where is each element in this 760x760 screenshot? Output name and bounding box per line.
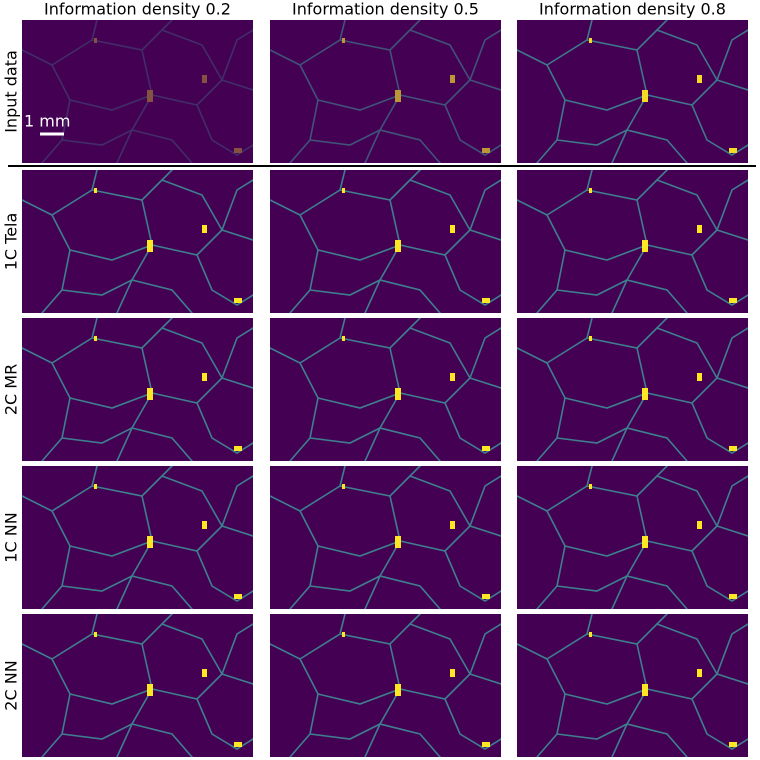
row-label: 2C MR <box>2 364 21 415</box>
panel-background <box>22 20 253 163</box>
panel-background <box>22 318 253 461</box>
panel-background <box>22 170 253 313</box>
panel-background <box>270 466 501 609</box>
row-label: Input data <box>2 50 21 133</box>
panel-background <box>22 466 253 609</box>
column-title: Information density 0.2 <box>44 0 231 19</box>
image-panel <box>270 614 501 757</box>
panel-background <box>270 318 501 461</box>
row-label: 1C NN <box>2 512 21 562</box>
image-panel <box>517 318 748 461</box>
panel-background <box>517 170 748 313</box>
panel-background <box>270 20 501 163</box>
image-panel <box>22 614 253 757</box>
image-panel <box>270 466 501 609</box>
image-panel <box>517 466 748 609</box>
image-panel <box>22 318 253 461</box>
column-title: Information density 0.5 <box>292 0 479 19</box>
image-panel <box>22 20 253 163</box>
image-panel <box>270 20 501 163</box>
image-panel <box>270 170 501 313</box>
image-panel <box>517 170 748 313</box>
image-panel <box>22 170 253 313</box>
panel-background <box>270 170 501 313</box>
image-panel <box>517 614 748 757</box>
panel-background <box>22 614 253 757</box>
panel-background <box>517 20 748 163</box>
column-title: Information density 0.8 <box>539 0 726 19</box>
row-label: 1C Tela <box>2 213 21 271</box>
panel-background <box>517 466 748 609</box>
scale-bar-label: 1 mm <box>24 112 70 131</box>
image-panel <box>22 466 253 609</box>
panel-background <box>517 318 748 461</box>
panel-background <box>270 614 501 757</box>
image-panel <box>270 318 501 461</box>
panel-background <box>517 614 748 757</box>
image-panel <box>517 20 748 163</box>
row-label: 2C NN <box>2 660 21 710</box>
